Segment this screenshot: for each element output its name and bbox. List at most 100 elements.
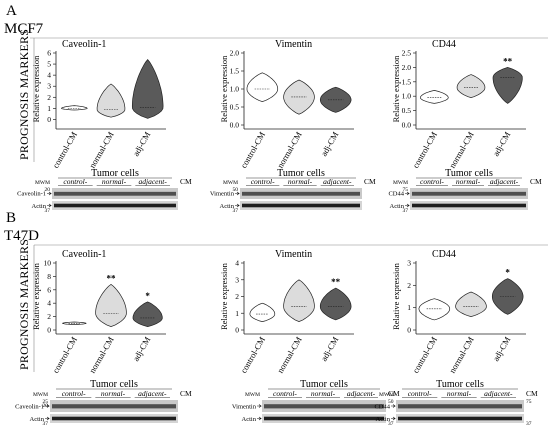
y-axis-label: Relative expression <box>219 55 229 123</box>
y-tick-label: 2.5 <box>402 49 412 58</box>
y-tick-label: 0.0 <box>230 121 240 130</box>
mw-marker-label: 20 <box>43 403 49 409</box>
actin-band <box>398 416 522 421</box>
violin-chart-b-3: CD44 Relative expression 0 1 2 3 control-CM nor… <box>391 249 526 375</box>
tumor-cells-label: Tumor cells <box>277 168 325 179</box>
chart-title: Vimentin <box>275 39 312 50</box>
marker-blot-label: CD44 <box>374 403 390 410</box>
arrow-icon <box>235 203 240 208</box>
x-category-label: control-CM <box>50 130 79 170</box>
significance-marker: ** <box>331 277 341 287</box>
group-label: control- <box>408 389 432 398</box>
violin-shape <box>455 291 487 317</box>
marker-blot-label: Caveolin-1 <box>15 403 44 410</box>
y-tick-label: 1 <box>407 303 411 312</box>
group-label: control- <box>420 177 444 186</box>
y-tick-label: 0 <box>235 326 239 335</box>
arrow-icon <box>47 191 52 196</box>
actin-blot-label: Actin <box>30 416 45 423</box>
violin-chart-a-1: Caveolin-1 Relative expression 0 1 2 3 4 5 6 cont… <box>31 39 166 170</box>
y-tick-label: 1 <box>235 309 239 318</box>
y-tick-label: 2.0 <box>230 49 240 58</box>
y-tick-label: 2 <box>47 312 51 321</box>
group-label: adjacent- <box>484 389 513 398</box>
x-category-label: control-CM <box>410 335 439 375</box>
mw-marker-label: 37 <box>43 421 49 427</box>
y-tick-label: 6 <box>47 49 51 58</box>
actin-band <box>264 416 384 421</box>
panel-letter-a: A <box>6 3 17 19</box>
y-tick-label: 8 <box>47 272 51 281</box>
blot-a-caveolin-1: Tumor cells MWM control-normal-adjacent- CM… <box>17 168 192 214</box>
x-category-label: normal-CM <box>447 335 476 375</box>
western-blots: Tumor cells MWM control-normal-adjacent- CM… <box>15 168 542 427</box>
actin-band <box>242 203 360 208</box>
group-label: normal- <box>311 389 336 398</box>
y-tick-label: 0 <box>47 326 51 335</box>
marker-band <box>398 404 522 409</box>
y-tick-label: 3 <box>47 82 51 91</box>
x-category-label: normal-CM <box>275 130 304 170</box>
y-axis-label: Relative expression <box>219 262 229 330</box>
group-label: adjacent- <box>347 389 376 398</box>
x-category-label: control-CM <box>410 130 439 170</box>
violin-shape <box>61 105 88 111</box>
y-tick-label: 0.5 <box>230 103 240 112</box>
group-label: normal- <box>102 177 127 186</box>
x-category-label: normal-CM <box>275 335 304 375</box>
y-tick-label: 2 <box>47 93 51 102</box>
y-tick-label: 3 <box>235 275 239 284</box>
marker-band <box>52 404 176 409</box>
x-category-label: control-CM <box>238 130 267 170</box>
violin-shape <box>96 83 126 118</box>
y-tick-label: 0 <box>407 326 411 335</box>
mw-marker-label: 37 <box>403 208 409 214</box>
x-category-label: control-CM <box>238 335 267 375</box>
group-label: normal- <box>456 177 481 186</box>
arrow-icon <box>47 203 52 208</box>
y-tick-label: 4 <box>235 259 239 268</box>
group-label: adjacent- <box>490 177 519 186</box>
cm-label: CM <box>180 389 192 398</box>
y-tick-label: 2 <box>235 292 239 301</box>
actin-blot-label: Actin <box>390 203 405 210</box>
y-tick-label: 5 <box>47 60 51 69</box>
marker-blot-label: Caveolin-1 <box>17 191 46 198</box>
y-tick-label: 1.5 <box>230 67 240 76</box>
x-category-label: adj-CM <box>319 130 341 158</box>
actin-blot-label: Actin <box>220 203 235 210</box>
cm-label: CM <box>530 177 542 186</box>
violin-shape <box>249 302 276 322</box>
violin-shape <box>283 279 315 322</box>
marker-band <box>54 191 176 196</box>
tumor-cells-label: Tumor cells <box>300 379 348 390</box>
violin-shape <box>456 74 486 98</box>
prognosis-label-b: PROGNOSIS MARKERS <box>17 239 31 370</box>
x-category-label: adj-CM <box>491 130 513 158</box>
group-label: control- <box>251 177 275 186</box>
y-tick-label: 10 <box>44 259 52 268</box>
x-category-label: adj-CM <box>131 335 153 363</box>
group-label: control- <box>273 389 297 398</box>
y-tick-label: 0.0 <box>402 121 412 130</box>
actin-blot-label: Actin <box>376 416 391 423</box>
y-tick-label: 2 <box>407 281 411 290</box>
mw-marker-label: 20 <box>45 187 51 193</box>
x-category-label: normal-CM <box>447 130 476 170</box>
chart-title: CD44 <box>432 249 456 260</box>
significance-marker: * <box>505 268 510 278</box>
group-label: normal- <box>447 389 472 398</box>
tumor-cells-label: Tumor cells <box>445 168 493 179</box>
panel-letter-b: B <box>6 210 16 226</box>
mwm-label: MWM <box>223 180 238 186</box>
arrow-icon <box>405 203 410 208</box>
mwm-label: MWM <box>33 392 48 398</box>
group-label: control- <box>62 389 86 398</box>
mw-marker-label: 50 <box>233 187 239 193</box>
marker-band <box>412 191 526 196</box>
group-label: adjacent- <box>138 389 167 398</box>
blot-a-cd44: Tumor cells MWM control-normal-adjacent- CM… <box>388 168 542 214</box>
arrow-icon <box>405 191 410 196</box>
y-tick-label: 0.5 <box>402 106 412 115</box>
